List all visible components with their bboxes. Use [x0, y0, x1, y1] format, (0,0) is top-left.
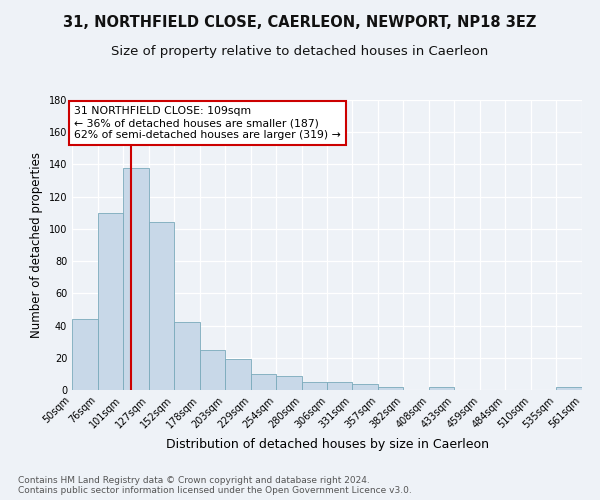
Bar — [72, 319, 98, 390]
Bar — [379, 387, 403, 390]
X-axis label: Distribution of detached houses by size in Caerleon: Distribution of detached houses by size … — [166, 438, 488, 451]
Bar — [98, 213, 123, 390]
Text: 31 NORTHFIELD CLOSE: 109sqm
← 36% of detached houses are smaller (187)
62% of se: 31 NORTHFIELD CLOSE: 109sqm ← 36% of det… — [74, 106, 341, 140]
Y-axis label: Number of detached properties: Number of detached properties — [30, 152, 43, 338]
Bar — [225, 360, 251, 390]
Bar — [251, 374, 275, 390]
Bar — [556, 387, 582, 390]
Text: 31, NORTHFIELD CLOSE, CAERLEON, NEWPORT, NP18 3EZ: 31, NORTHFIELD CLOSE, CAERLEON, NEWPORT,… — [64, 15, 536, 30]
Text: Size of property relative to detached houses in Caerleon: Size of property relative to detached ho… — [112, 45, 488, 58]
Bar — [174, 322, 200, 390]
Bar — [352, 384, 379, 390]
Bar — [149, 222, 174, 390]
Bar — [302, 382, 328, 390]
Bar — [200, 350, 225, 390]
Text: Contains HM Land Registry data © Crown copyright and database right 2024.
Contai: Contains HM Land Registry data © Crown c… — [18, 476, 412, 495]
Bar — [275, 376, 302, 390]
Bar — [328, 382, 352, 390]
Bar — [123, 168, 149, 390]
Bar — [429, 387, 454, 390]
